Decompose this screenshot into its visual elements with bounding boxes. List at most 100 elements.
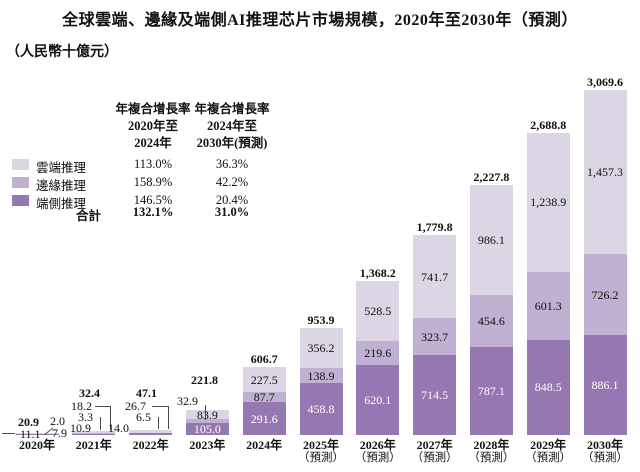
x-label: 2022年 [132,438,169,452]
leader-line [152,406,168,407]
bar-2028 [469,184,513,435]
bar-2022 [129,429,173,435]
cagr-header-line: 年複合增長率 [115,102,191,116]
value-label-device: 714.5 [421,387,449,402]
bar-2027 [413,234,457,435]
callout-device-label: 7.9 [52,426,67,440]
cagr-header-line: 2030年(預測) [196,136,268,150]
x-label: 2030年 [586,438,623,452]
segment-device [413,354,457,435]
segment-edge [129,432,173,434]
leader-line [158,417,159,429]
callout-total-label: 47.1 [136,386,157,400]
segment-cloud [15,432,59,434]
legend-label: 端側推理 [36,197,87,211]
segment-cloud [413,234,457,319]
callout-edge-label: 6.5 [136,410,151,424]
legend-total-label: 合計 [76,209,102,223]
cagr-value: 158.9% [133,175,173,189]
value-label-cloud: 356.2 [307,340,335,355]
x-label: 2024年 [246,438,283,452]
chart-title: 全球雲端、邊緣及端側AI推理芯片市場規模，2020年至2030年（預測） [62,12,578,29]
total-label: 606.7 [250,351,278,366]
x-label: 2029年 [530,438,567,452]
segment-device [469,346,513,435]
value-label-edge: 726.2 [591,287,619,302]
value-label-cloud: 1,238.9 [530,195,567,210]
cagr-value: 146.5% [133,193,173,207]
segment-device [15,434,59,435]
x-label: 2028年 [473,438,510,452]
bar-2021 [72,431,116,435]
segment-edge [242,392,286,403]
cagr-header-line: 2020年至 [127,119,178,133]
segment-device [526,339,570,435]
legend-item: 邊緣推理 [12,175,122,193]
legend-label: 雲端推理 [36,161,87,175]
segment-edge [413,318,457,355]
value-label-edge: 454.6 [477,313,505,328]
value-label-device: 848.5 [534,380,562,395]
segment-cloud [299,327,343,368]
segment-device [242,402,286,435]
legend-item: 雲端推理 [12,157,122,175]
segment-device [356,365,400,435]
callout-edge-label: 3.3 [78,410,93,424]
value-label-edge: 601.3 [534,298,562,313]
segment-device [299,383,343,435]
callout-total-label: 221.8 [191,373,218,387]
segment-cloud [526,132,570,273]
x-label: 2021年 [75,438,112,452]
bar-2020 [15,432,59,435]
cagr-value: 36.3% [215,157,249,171]
leader-line [2,433,15,434]
total-label: 1,368.2 [359,266,396,281]
value-label-cloud: 741.7 [421,269,449,284]
legend-swatch [12,177,29,188]
cagr-header-line: 年複合增長率 [194,102,270,116]
value-label-edge: 87.7 [253,390,275,405]
segment-cloud [469,184,513,296]
callout-device-label: 14.0 [108,421,129,435]
callout-edge-label: 32.9 [177,394,198,408]
segment-edge [526,272,570,340]
total-label: 953.9 [307,312,335,327]
segment-device [72,433,116,435]
segment-edge [299,367,343,384]
segment-device [129,433,173,435]
value-label-device: 787.1 [477,383,505,398]
x-label-note: （預測） [582,452,628,464]
x-label-note: （預測） [525,452,572,464]
value-label-device: 886.1 [591,378,619,393]
x-label: 2026年 [359,438,396,452]
segment-cloud [242,366,286,393]
leader-line [95,406,110,407]
value-label-cloud: 83.9 [196,407,218,422]
callout-device-label: 10.9 [70,421,91,435]
x-label: 2025年 [302,438,339,452]
callout-cloud-label: 18.2 [71,399,92,413]
leader-line [100,417,101,430]
segment-cloud [583,90,627,254]
cagr-header-line: 2024年至 [206,119,257,133]
callout-cloud-label: 26.7 [125,399,146,413]
segment-cloud [185,410,229,420]
cagr-total-value: 132.1% [132,205,174,219]
callout-cloud-label: 11.1 [20,427,41,441]
bar-2025 [299,327,343,435]
value-label-edge: 138.9 [307,368,335,383]
x-label-note: （預測） [354,452,401,464]
leader-line [168,406,169,429]
x-label: 2020年 [18,438,55,452]
value-label-device: 105.0 [193,422,221,437]
segment-device [185,423,229,435]
value-label-device: 620.1 [364,393,392,408]
value-label-cloud: 227.5 [250,372,278,387]
x-label: 2027年 [416,438,453,452]
total-label: 2,227.8 [473,169,510,184]
leader-line [110,406,111,430]
segment-cloud [356,281,400,341]
segment-edge [185,419,229,424]
legend-label: 邊緣推理 [36,179,87,193]
